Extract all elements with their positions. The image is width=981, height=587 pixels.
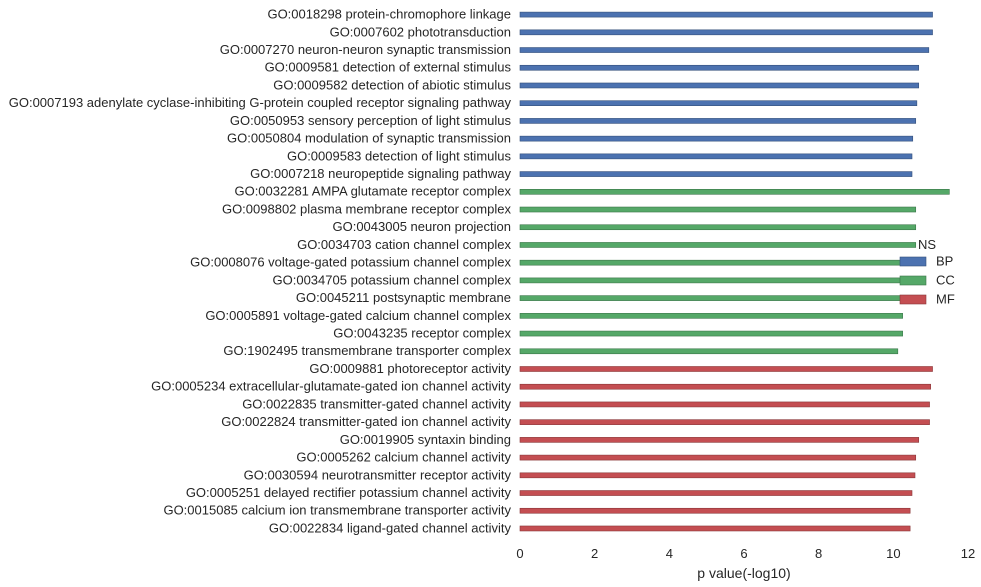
category-label: GO:0005251 delayed rectifier potassium c… — [186, 485, 512, 500]
x-tick-label: 10 — [886, 546, 900, 561]
category-label: GO:0022835 transmitter-gated channel act… — [242, 396, 511, 411]
category-label: GO:0098802 plasma membrane receptor comp… — [222, 201, 512, 216]
category-label: GO:0007270 neuron-neuron synaptic transm… — [220, 42, 511, 57]
legend-title: NS — [918, 237, 936, 252]
category-label: GO:0043005 neuron projection — [332, 219, 511, 234]
legend-label: BP — [936, 253, 953, 268]
category-label: GO:0043235 receptor complex — [333, 325, 511, 340]
x-tick-label: 12 — [961, 546, 975, 561]
bar — [519, 47, 930, 53]
legend-label: CC — [936, 272, 955, 287]
bar — [519, 330, 903, 337]
bar — [519, 295, 905, 301]
bar — [519, 419, 930, 425]
bar — [519, 64, 920, 71]
category-label: GO:0008076 voltage-gated potassium chann… — [190, 255, 511, 270]
category-label: GO:0030594 neurotransmitter receptor act… — [244, 467, 512, 482]
category-label: GO:0045211 postsynaptic membrane — [296, 290, 511, 305]
category-label: GO:0009583 detection of light stimulus — [287, 148, 512, 163]
bar — [519, 189, 950, 195]
category-label: GO:0034703 cation channel complex — [297, 237, 511, 252]
x-axis-ticks: 0 2 4 6 8 10 12 — [516, 546, 975, 561]
x-tick-label: 0 — [516, 546, 523, 561]
bar — [519, 242, 917, 248]
bar — [519, 100, 918, 106]
category-label: GO:0005234 extracellular-glutamate-gated… — [151, 379, 511, 394]
category-label: GO:0007193 adenylate cyclase-inhibiting … — [9, 95, 512, 110]
bar — [519, 118, 917, 124]
category-label: GO:0007218 neuropeptide signaling pathwa… — [250, 166, 511, 181]
bar — [519, 224, 917, 231]
category-label: GO:0005891 voltage-gated calcium channel… — [205, 308, 511, 323]
category-label: GO:0007602 phototransduction — [330, 24, 511, 39]
bar — [519, 348, 899, 355]
bar — [519, 490, 913, 496]
category-label: GO:0018298 protein-chromophore linkage — [267, 7, 511, 22]
bar — [519, 383, 931, 390]
legend-swatch — [899, 294, 927, 305]
bar — [519, 525, 911, 532]
x-tick-label: 8 — [815, 546, 822, 561]
category-label: GO:0022834 ligand-gated channel activity — [269, 520, 512, 535]
bar — [519, 277, 905, 284]
bar — [519, 82, 920, 89]
bar — [519, 437, 920, 443]
category-label: GO:0032281 AMPA glutamate receptor compl… — [234, 184, 511, 199]
x-axis-title: p value(-log10) — [697, 565, 790, 581]
category-label: GO:0019905 syntaxin binding — [340, 432, 511, 447]
category-label: GO:0009581 detection of external stimulu… — [265, 60, 512, 75]
category-label: GO:0050804 modulation of synaptic transm… — [227, 131, 511, 146]
category-label: GO:0050953 sensory perception of light s… — [230, 113, 512, 128]
legend: NS BP CC MF — [899, 237, 955, 306]
bar — [519, 206, 917, 213]
legend-label: MF — [936, 291, 955, 306]
x-tick-label: 2 — [591, 546, 598, 561]
bar — [519, 11, 933, 18]
bar — [519, 472, 916, 479]
category-label: GO:0009881 photoreceptor activity — [309, 361, 511, 376]
x-tick-label: 6 — [740, 546, 747, 561]
legend-swatch — [899, 275, 927, 286]
category-label: GO:0015085 calcium ion transmembrane tra… — [163, 503, 511, 518]
bar — [519, 401, 930, 408]
bar — [519, 507, 911, 514]
bar — [519, 313, 903, 319]
category-label: GO:0005262 calcium channel activity — [296, 450, 511, 465]
bar — [519, 259, 905, 266]
bars-layer — [519, 11, 950, 532]
category-label: GO:1902495 transmembrane transporter com… — [223, 343, 511, 358]
bar — [519, 29, 933, 36]
bar — [519, 153, 913, 160]
category-label: GO:0034705 potassium channel complex — [273, 272, 512, 287]
bar — [519, 135, 914, 142]
category-label: GO:0022824 transmitter-gated ion channel… — [221, 414, 511, 429]
category-label: GO:0009582 detection of abiotic stimulus — [273, 77, 511, 92]
legend-swatch — [899, 256, 927, 267]
category-labels: GO:0018298 protein-chromophore linkage GO… — [9, 7, 512, 536]
bar — [519, 454, 917, 461]
bar — [519, 366, 933, 372]
x-tick-label: 4 — [666, 546, 673, 561]
bar — [519, 171, 913, 177]
